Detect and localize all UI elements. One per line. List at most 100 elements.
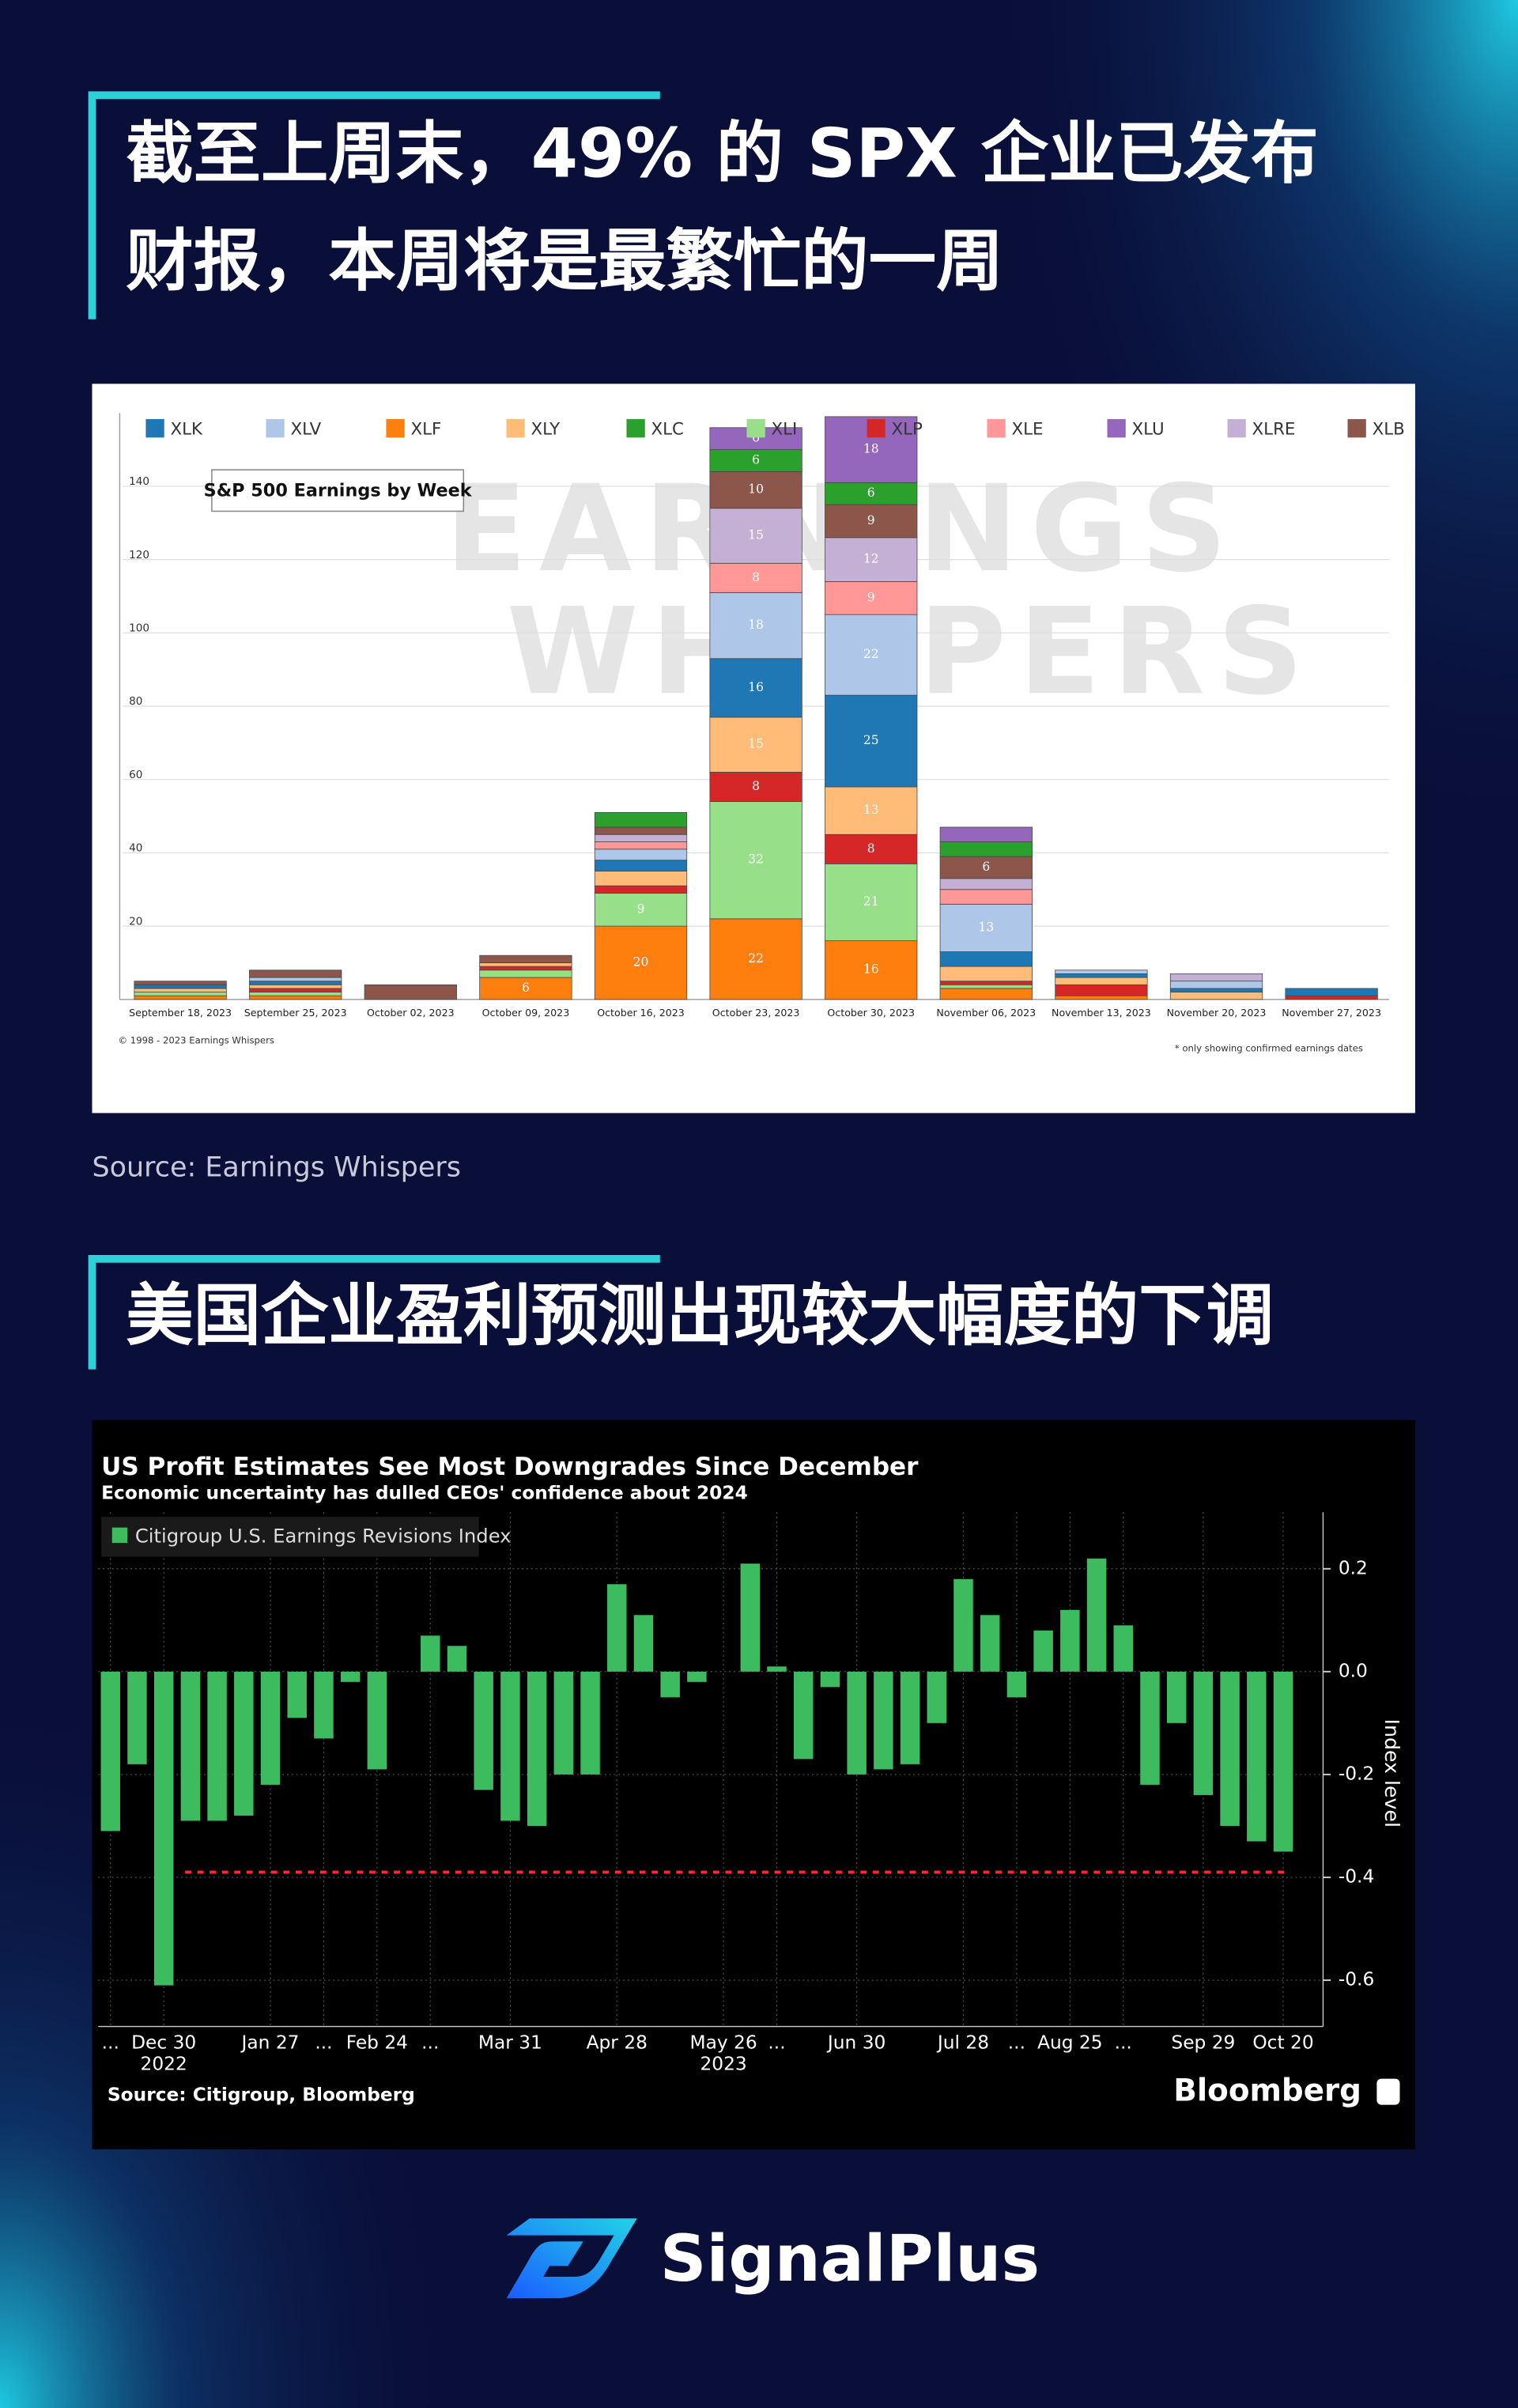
x-tick-label: ... (102, 2032, 119, 2053)
bar-segment (709, 658, 802, 718)
bar-segment (1169, 981, 1263, 989)
legend-swatch (386, 418, 405, 438)
bar-segment (594, 826, 688, 835)
y-tick-label: -0.2 (1339, 1763, 1374, 1784)
legend-swatch (626, 418, 645, 438)
bar (767, 1666, 787, 1672)
x-tick-label: ... (1008, 2032, 1025, 2053)
bar (820, 1671, 840, 1688)
data-label: 9 (867, 590, 875, 604)
y-tick-label: 140 (129, 475, 149, 488)
bar-segment (479, 955, 572, 963)
x-tick-label: October 23, 2023 (712, 1007, 800, 1019)
x-tick-label: ... (768, 2032, 785, 2053)
bar (793, 1671, 814, 1760)
legend-label: Citigroup U.S. Earnings Revisions Index (135, 1524, 512, 1547)
bar (927, 1671, 946, 1723)
bar (100, 1671, 120, 1832)
bar-segment (1169, 973, 1263, 982)
bar-segment (249, 992, 342, 996)
bar (900, 1671, 920, 1764)
legend-swatch (145, 418, 164, 438)
legend-label: XLF (411, 420, 442, 440)
x-tick-label: Dec 30 (131, 2032, 196, 2053)
bar-segment (709, 918, 802, 1000)
logo-icon (506, 2218, 637, 2299)
brand-icon (1376, 2078, 1400, 2105)
legend-swatch (987, 418, 1006, 438)
data-label: 6 (982, 860, 990, 874)
bar (527, 1671, 547, 1826)
bar-segment (479, 966, 572, 971)
x-tick-label: ... (315, 2032, 332, 2053)
bar-segment (939, 981, 1033, 985)
legend-swatch (1227, 418, 1246, 438)
data-label: 32 (748, 852, 764, 867)
bar-segment (939, 826, 1033, 842)
bar (340, 1671, 361, 1682)
bar (500, 1671, 520, 1821)
bar-segment (594, 871, 688, 886)
bar-segment (594, 834, 688, 842)
data-label: 6 (752, 431, 760, 445)
bar-segment (134, 984, 227, 989)
x-tick-label: Jul 28 (936, 2032, 989, 2053)
bar (260, 1671, 281, 1785)
data-label: 9 (867, 513, 875, 527)
bar (287, 1671, 307, 1718)
x-tick-label: Sep 29 (1171, 2032, 1235, 2053)
bar (687, 1671, 707, 1682)
bar-segment (1055, 984, 1148, 996)
x-tick-label: Aug 25 (1037, 2032, 1103, 2053)
bar-segment (709, 801, 802, 920)
bar-segment (594, 925, 688, 1000)
y-tick-label: 0.0 (1339, 1660, 1368, 1681)
chart-subtitle: Economic uncertainty has dulled CEOs' co… (101, 1482, 748, 1503)
data-label: 6 (522, 981, 530, 995)
bar-segment (1055, 970, 1148, 974)
bar-segment (1285, 988, 1378, 996)
logo: SignalPlus (660, 2221, 1040, 2296)
bar-segment (249, 988, 342, 992)
bar-segment (479, 970, 572, 978)
x-tick-label: October 09, 2023 (482, 1007, 570, 1019)
bar-segment (939, 951, 1033, 967)
data-label: 25 (863, 733, 879, 747)
legend-label: XLC (651, 420, 684, 440)
bar (1033, 1630, 1053, 1672)
bar-segment (479, 962, 572, 967)
bar-segment (939, 889, 1033, 905)
legend-swatch (111, 1527, 128, 1544)
y-tick-label: 60 (129, 769, 142, 781)
bar-segment (1055, 973, 1148, 978)
x-tick-label: Jan 27 (240, 2032, 300, 2053)
x-tick-label: November 06, 2023 (936, 1007, 1036, 1019)
bar-segment (1055, 977, 1148, 985)
bar-segment (825, 834, 918, 864)
bar-segment (134, 988, 227, 992)
bar-segment (364, 984, 457, 1000)
heading-frame (88, 1255, 660, 1370)
bar-segment (249, 984, 342, 989)
bar (127, 1671, 147, 1764)
bar-segment (939, 903, 1033, 952)
bar-segment (249, 981, 342, 985)
bar (740, 1563, 761, 1672)
bar-segment (249, 970, 342, 978)
bar-segment (825, 416, 918, 483)
y-tick-label: 100 (129, 622, 149, 634)
data-label: 18 (863, 442, 879, 456)
bar-segment (1169, 992, 1263, 1000)
bar-segment (825, 504, 918, 539)
legend-swatch (266, 418, 285, 438)
chart-title: US Profit Estimates See Most Downgrades … (101, 1453, 919, 1481)
legend-box (101, 1517, 479, 1557)
bar-segment (594, 849, 688, 861)
bar (314, 1671, 334, 1739)
bar-segment (825, 940, 918, 1000)
bar (1247, 1671, 1267, 1842)
bar-segment (1055, 995, 1148, 1000)
y-axis-label: Index level (1380, 1719, 1403, 1828)
x-tick-label: November 20, 2023 (1167, 1007, 1267, 1019)
